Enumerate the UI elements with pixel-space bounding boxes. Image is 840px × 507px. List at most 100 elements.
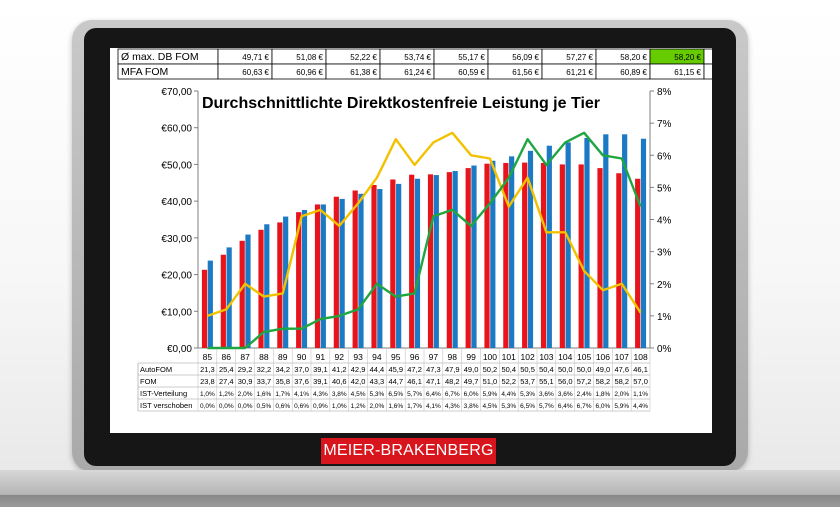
bar-fom xyxy=(358,193,364,348)
x-tick-label: 100 xyxy=(483,352,497,362)
data-table-value: 1,2% xyxy=(351,403,366,410)
x-tick-label: 107 xyxy=(615,352,629,362)
data-table-value: 37,6 xyxy=(294,377,309,386)
data-table-value: 45,9 xyxy=(388,365,403,374)
data-table-value: 25,4 xyxy=(219,365,234,374)
laptop-base-shadow xyxy=(0,495,840,507)
data-table-value: 6,0% xyxy=(464,391,479,398)
bar-fom xyxy=(414,178,421,348)
spreadsheet-chart: Ø max. DB FOM 49,71 € 51,08 € 52,22 € 53,74 … xyxy=(117,48,712,412)
x-tick-label: 85 xyxy=(203,352,213,362)
y-right-tick-label: 5% xyxy=(657,183,672,194)
bar-fom xyxy=(471,165,477,348)
bar-autofom xyxy=(597,168,603,348)
data-table-value: 1,0% xyxy=(332,403,347,410)
x-tick-label: 87 xyxy=(240,352,250,362)
data-table-value: 37,0 xyxy=(294,365,309,374)
x-tick-label: 101 xyxy=(502,352,516,362)
y-right-tick-label: 3% xyxy=(657,248,672,259)
data-table-value: 2,0% xyxy=(370,403,385,410)
bar-autofom xyxy=(503,162,509,348)
laptop-base xyxy=(0,470,840,507)
x-tick-label: 92 xyxy=(335,352,345,362)
top-table-value: 61,56 € xyxy=(512,68,539,77)
bar-fom xyxy=(320,204,326,348)
x-tick-label: 89 xyxy=(278,352,288,362)
bar-autofom xyxy=(390,179,396,348)
y-right-tick-label: 7% xyxy=(657,119,672,130)
bar-fom xyxy=(584,137,590,348)
data-table-value: 30,9 xyxy=(238,377,253,386)
data-table-value: 5,7% xyxy=(539,403,554,410)
line-ist-verteilung xyxy=(207,131,642,318)
y-left-tick-label: €70,00 xyxy=(161,87,192,98)
data-table-value: 0,6% xyxy=(275,403,290,410)
data-table-value: 47,6 xyxy=(614,365,629,374)
top-table-value: 61,21 € xyxy=(566,68,593,77)
chart-title: Durchschnittlichte Direktkostenfreie Lei… xyxy=(202,95,600,112)
laptop-screen: Ø max. DB FOM 49,71 € 51,08 € 52,22 € 53,74 … xyxy=(110,48,712,433)
data-table-value: 39,1 xyxy=(313,377,328,386)
top-table-row-label: MFA FOM xyxy=(121,66,168,78)
y-left-tick-label: €60,00 xyxy=(161,124,192,135)
bar-autofom xyxy=(371,184,377,348)
data-table-value: 6,7% xyxy=(445,391,460,398)
data-table-value: 56,0 xyxy=(558,377,573,386)
data-table-value: 3,6% xyxy=(539,391,554,398)
data-table-value: 4,3% xyxy=(445,403,460,410)
data-table-value: 4,4% xyxy=(633,403,648,410)
data-table-value: 1,7% xyxy=(275,391,290,398)
top-table-value: 61,15 € xyxy=(674,68,701,77)
data-table-value: 46,1 xyxy=(407,377,422,386)
data-table-value: 2,0% xyxy=(614,391,629,398)
data-table-value: 43,3 xyxy=(370,377,385,386)
data-table-value: 46,1 xyxy=(633,365,648,374)
data-table-value: 4,3% xyxy=(313,391,328,398)
y-left-tick-label: €50,00 xyxy=(161,160,192,171)
data-table-value: 49,7 xyxy=(464,377,479,386)
bar-fom xyxy=(245,234,251,348)
top-table-value: 61,24 € xyxy=(404,68,431,77)
bar-fom xyxy=(301,209,308,348)
top-table-value: 58,20 € xyxy=(620,53,647,62)
data-table-value: 1,7% xyxy=(407,403,422,410)
data-table-value: 4,1% xyxy=(426,403,441,410)
data-table-value: 58,2 xyxy=(596,377,611,386)
y-right-tick-label: 4% xyxy=(657,216,672,227)
data-table-value: 1,6% xyxy=(388,403,403,410)
data-table-value: 1,1% xyxy=(633,391,648,398)
bar-fom xyxy=(452,171,458,348)
data-table-value: 51,0 xyxy=(483,377,498,386)
data-table-value: 50,5 xyxy=(520,365,535,374)
top-table-value: 58,20 € xyxy=(674,53,701,62)
data-table-value: 6,5% xyxy=(520,403,535,410)
data-table-row-label: IST-Verteilung xyxy=(140,389,187,398)
data-table-value: 0,5% xyxy=(257,403,272,410)
data-table-value: 4,5% xyxy=(351,391,366,398)
x-tick-label: 91 xyxy=(316,352,326,362)
top-table-row-label: Ø max. DB FOM xyxy=(121,51,199,63)
data-table-value: 49,0 xyxy=(596,365,611,374)
bar-autofom xyxy=(277,222,283,348)
data-table-value: 4,1% xyxy=(294,391,309,398)
data-table-value: 33,7 xyxy=(257,377,272,386)
bar-fom xyxy=(546,145,552,348)
top-table-value: 57,27 € xyxy=(566,53,593,62)
data-table-value: 50,4 xyxy=(539,365,554,374)
data-table-value: 42,0 xyxy=(351,377,366,386)
x-tick-label: 90 xyxy=(297,352,307,362)
top-table-cell xyxy=(703,63,712,80)
x-tick-label: 98 xyxy=(448,352,458,362)
x-tick-label: 106 xyxy=(596,352,610,362)
data-table-value: 5,9% xyxy=(483,391,498,398)
top-table-value: 53,74 € xyxy=(404,53,431,62)
data-table-value: 35,8 xyxy=(275,377,290,386)
data-table-value: 3,8% xyxy=(464,403,479,410)
top-table-value: 51,08 € xyxy=(296,53,323,62)
top-table-value: 60,63 € xyxy=(242,68,269,77)
bar-fom xyxy=(603,134,609,348)
bar-autofom xyxy=(446,172,452,348)
data-table-value: 27,4 xyxy=(219,377,234,386)
bar-fom xyxy=(377,189,383,348)
data-table-value: 2,0% xyxy=(238,391,253,398)
